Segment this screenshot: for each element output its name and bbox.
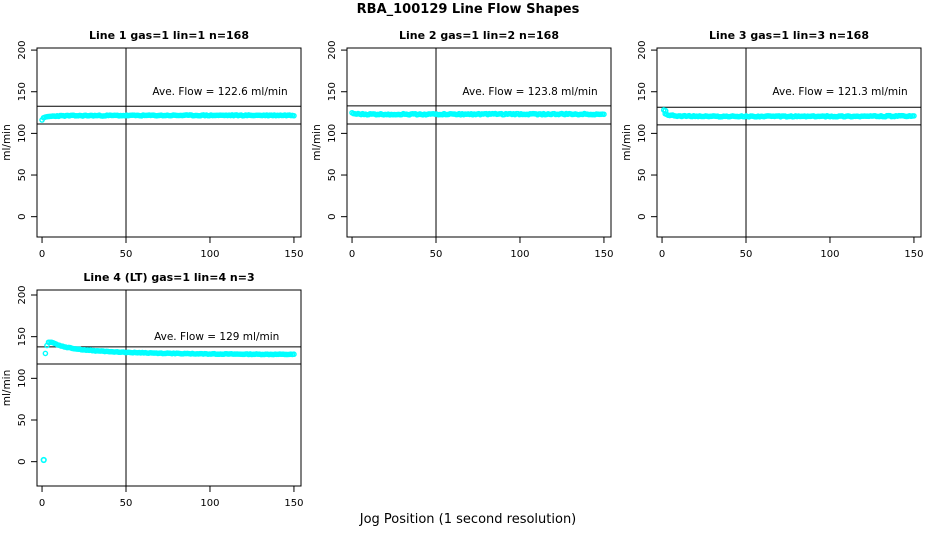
plot-border <box>36 289 302 487</box>
y-tick-label: 50 <box>17 414 28 427</box>
page-title: RBA_100129 Line Flow Shapes <box>356 2 580 17</box>
data-point <box>291 351 297 358</box>
panel-title: Line 1 gas=1 lin=1 n=168 <box>89 29 249 42</box>
y-tick-label: 150 <box>327 82 338 101</box>
y-tick-label: 50 <box>327 169 338 182</box>
x-tick-label: 150 <box>284 498 303 509</box>
x-tick-label: 50 <box>120 249 133 260</box>
x-tick-label: 100 <box>820 249 839 260</box>
y-axis-label: ml/min <box>622 124 633 160</box>
data-point <box>42 350 49 357</box>
data-points <box>40 339 297 464</box>
data-point <box>601 111 607 118</box>
y-tick-label: 0 <box>17 458 28 464</box>
x-axis-label: Jog Position (1 second resolution) <box>359 512 577 527</box>
x-tick-label: 0 <box>39 249 45 260</box>
outlier-point <box>662 107 669 114</box>
x-tick-label: 150 <box>284 249 303 260</box>
plot-border <box>36 47 302 238</box>
y-tick-label: 100 <box>17 369 28 388</box>
panel-title: Line 2 gas=1 lin=2 n=168 <box>399 29 559 42</box>
x-tick-label: 0 <box>349 249 355 260</box>
x-tick-label: 0 <box>39 498 45 509</box>
y-axis-label: ml/min <box>2 370 13 406</box>
y-axis-label: ml/min <box>2 124 13 160</box>
x-tick-label: 50 <box>740 249 753 260</box>
panel-2-plot: 0 50 100 150 0 50 100 150 200 ml/min Line 2 gas=1 … <box>311 29 613 260</box>
y-tick-label: 50 <box>637 169 648 182</box>
y-axis-label: ml/min <box>312 124 323 160</box>
panel-4: 0 50 100 150 0 50 100 150 200 ml/min Line 4 (LT) g… <box>1 266 316 524</box>
x-tick-label: 150 <box>904 249 923 260</box>
data-point <box>911 113 917 119</box>
y-tick-label: 200 <box>17 41 28 60</box>
y-tick-label: 100 <box>17 124 28 143</box>
y-tick-label: 0 <box>17 213 28 219</box>
y-tick-label: 100 <box>327 124 338 143</box>
y-tick-label: 200 <box>637 41 648 60</box>
x-tick-label: 50 <box>120 498 133 509</box>
y-tick-label: 100 <box>637 124 648 143</box>
panel-4-plot: 0 50 100 150 0 50 100 150 200 ml/min Line 4 (LT) g… <box>1 271 303 509</box>
y-tick-label: 150 <box>637 82 648 101</box>
x-tick-label: 100 <box>510 249 529 260</box>
ave-flow-annotation: Ave. Flow = 123.8 ml/min <box>462 86 597 98</box>
ave-flow-annotation: Ave. Flow = 122.6 ml/min <box>152 86 287 98</box>
y-tick-label: 150 <box>17 327 28 346</box>
data-point <box>291 112 297 119</box>
plot-border <box>346 47 612 238</box>
y-tick-label: 0 <box>637 213 648 219</box>
x-tick-label: 100 <box>200 249 219 260</box>
data-points <box>349 109 607 118</box>
plot-border <box>656 47 922 238</box>
x-tick-label: 100 <box>200 498 219 509</box>
panel-3-plot: 0 50 100 150 0 50 100 150 200 ml/min Line 3 gas=1 … <box>621 29 923 260</box>
panel-1: 0 50 100 150 0 50 100 150 200 ml/min Line 1 gas=1 … <box>1 24 316 275</box>
ave-flow-annotation: Ave. Flow = 121.3 ml/min <box>772 86 907 98</box>
x-tick-label: 150 <box>594 249 613 260</box>
panel-title: Line 3 gas=1 lin=3 n=168 <box>709 29 869 42</box>
y-tick-label: 150 <box>17 82 28 101</box>
x-tick-label: 50 <box>430 249 443 260</box>
outlier-point <box>40 456 47 464</box>
panel-1-plot: 0 50 100 150 0 50 100 150 200 ml/min Line 1 gas=1 … <box>1 29 303 260</box>
y-tick-label: 0 <box>327 213 338 219</box>
panel-title: Line 4 (LT) gas=1 lin=4 n=3 <box>83 271 254 284</box>
y-tick-label: 200 <box>17 285 28 304</box>
ave-flow-annotation: Ave. Flow = 129 ml/min <box>154 331 279 343</box>
panel-3: 0 50 100 150 0 50 100 150 200 ml/min Line 3 gas=1 … <box>621 24 936 275</box>
x-tick-label: 0 <box>659 249 665 260</box>
y-tick-label: 50 <box>17 169 28 182</box>
y-tick-label: 200 <box>327 41 338 60</box>
data-points <box>660 107 917 120</box>
data-points <box>39 112 297 123</box>
panel-2: 0 50 100 150 0 50 100 150 200 ml/min Line 2 gas=1 … <box>311 24 626 275</box>
